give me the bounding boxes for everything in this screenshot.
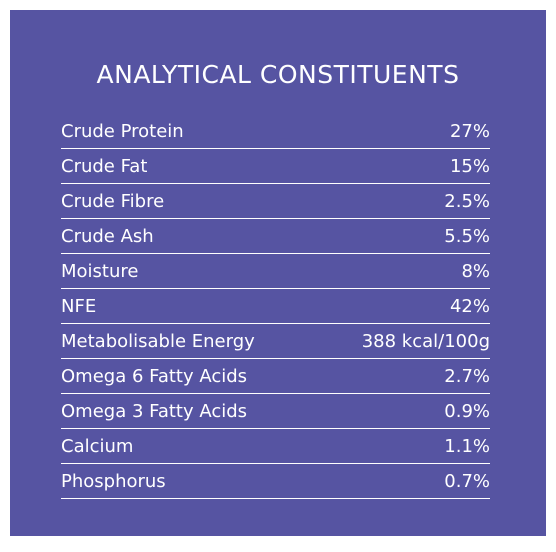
constituent-value: 27% <box>449 121 490 142</box>
constituent-label: Calcium <box>61 436 134 457</box>
table-row: Metabolisable Energy 388 kcal/100g <box>61 324 490 359</box>
constituent-label: Crude Fat <box>61 156 148 177</box>
constituent-label: Crude Ash <box>61 226 154 247</box>
constituent-label: Omega 3 Fatty Acids <box>61 401 248 422</box>
constituent-value: 42% <box>449 296 490 317</box>
constituent-value: 388 kcal/100g <box>361 331 490 352</box>
constituent-label: Metabolisable Energy <box>61 331 255 352</box>
constituent-label: Omega 6 Fatty Acids <box>61 366 248 387</box>
table-row: NFE 42% <box>61 289 490 324</box>
constituent-value: 2.5% <box>444 191 490 212</box>
constituent-label: NFE <box>61 296 97 317</box>
constituent-label: Crude Fibre <box>61 191 165 212</box>
constituent-value: 2.7% <box>444 366 490 387</box>
constituent-value: 0.7% <box>444 471 490 492</box>
constituent-value: 8% <box>461 261 490 282</box>
table-row: Crude Fibre 2.5% <box>61 184 490 219</box>
constituent-label: Moisture <box>61 261 139 282</box>
table-row: Crude Protein 27% <box>61 114 490 149</box>
table-row: Calcium 1.1% <box>61 429 490 464</box>
table-row: Omega 3 Fatty Acids 0.9% <box>61 394 490 429</box>
table-row: Moisture 8% <box>61 254 490 289</box>
table-row: Crude Fat 15% <box>61 149 490 184</box>
panel-title: ANALYTICAL CONSTITUENTS <box>96 60 460 89</box>
constituent-value: 15% <box>449 156 490 177</box>
table-row: Omega 6 Fatty Acids 2.7% <box>61 359 490 394</box>
table-row: Phosphorus 0.7% <box>61 464 490 499</box>
constituent-label: Crude Protein <box>61 121 184 142</box>
constituents-table: Crude Protein 27% Crude Fat 15% Crude Fi… <box>61 114 490 499</box>
constituent-value: 1.1% <box>444 436 490 457</box>
constituents-panel: ANALYTICAL CONSTITUENTS Crude Protein 27… <box>10 10 546 536</box>
constituent-value: 5.5% <box>444 226 490 247</box>
table-row: Crude Ash 5.5% <box>61 219 490 254</box>
constituent-label: Phosphorus <box>61 471 166 492</box>
constituent-value: 0.9% <box>444 401 490 422</box>
